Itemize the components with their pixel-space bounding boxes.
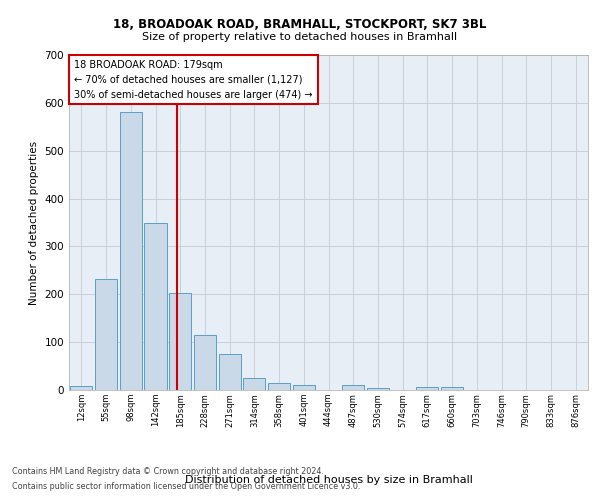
Y-axis label: Number of detached properties: Number of detached properties [29,140,39,304]
Text: 18, BROADOAK ROAD, BRAMHALL, STOCKPORT, SK7 3BL: 18, BROADOAK ROAD, BRAMHALL, STOCKPORT, … [113,18,487,30]
X-axis label: Distribution of detached houses by size in Bramhall: Distribution of detached houses by size … [185,476,472,486]
Bar [169,293,191,390]
Bar [145,224,167,390]
Text: Size of property relative to detached houses in Bramhall: Size of property relative to detached ho… [142,32,458,42]
Text: 18 BROADOAK ROAD: 179sqm
← 70% of detached houses are smaller (1,127)
30% of sem: 18 BROADOAK ROAD: 179sqm ← 70% of detach… [74,60,313,100]
Bar [441,387,463,390]
Bar [243,378,265,390]
Text: Contains public sector information licensed under the Open Government Licence v3: Contains public sector information licen… [12,482,361,491]
Bar [119,112,142,390]
Bar [194,335,216,390]
Bar [342,385,364,390]
Bar [95,279,117,390]
Bar [416,386,439,390]
Bar [218,354,241,390]
Text: Contains HM Land Registry data © Crown copyright and database right 2024.: Contains HM Land Registry data © Crown c… [12,467,324,476]
Bar [367,388,389,390]
Bar [268,384,290,390]
Bar [70,386,92,390]
Bar [293,385,315,390]
